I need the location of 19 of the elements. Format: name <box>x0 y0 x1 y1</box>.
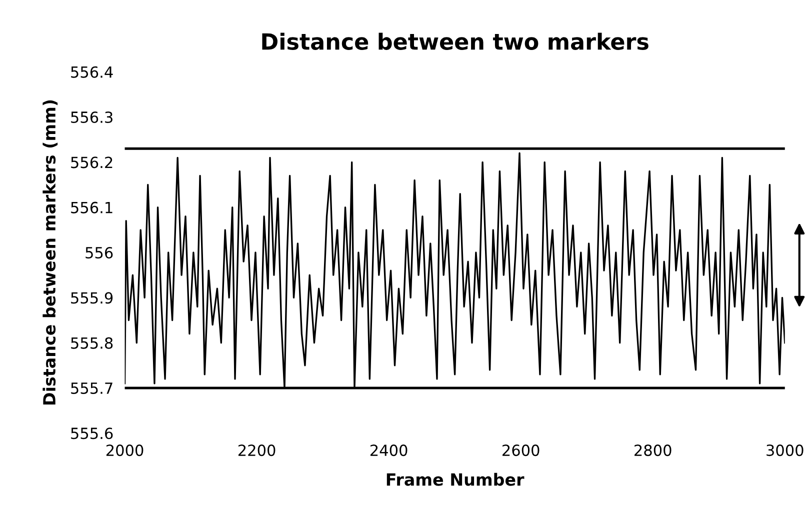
y-tick-label: 555.8 <box>71 337 113 349</box>
x-tick-label: 2600 <box>502 444 540 456</box>
y-tick-label: 555.9 <box>71 292 113 304</box>
y-tick-label: 555.6 <box>71 428 113 440</box>
y-tick-label: 556.4 <box>71 66 113 78</box>
chart-title: Distance between two markers <box>262 32 648 50</box>
x-tick-label: 3000 <box>766 444 804 456</box>
y-axis-title: Distance between markers (mm) <box>42 100 58 405</box>
y-tick-label: 556.1 <box>71 202 112 214</box>
y-tick-label: 555.7 <box>71 382 112 394</box>
y-tick-label: 556.3 <box>71 111 112 124</box>
x-tick-label: 2800 <box>634 444 672 456</box>
x-axis-title: Frame Number <box>386 472 524 486</box>
x-tick-label: 2200 <box>238 444 276 456</box>
y-tick-label: 556.2 <box>71 156 112 168</box>
x-tick-label: 2400 <box>370 444 408 456</box>
line-series <box>124 152 785 389</box>
y-tick-label: 556 <box>86 246 113 259</box>
x-tick-label: 2000 <box>106 444 144 456</box>
